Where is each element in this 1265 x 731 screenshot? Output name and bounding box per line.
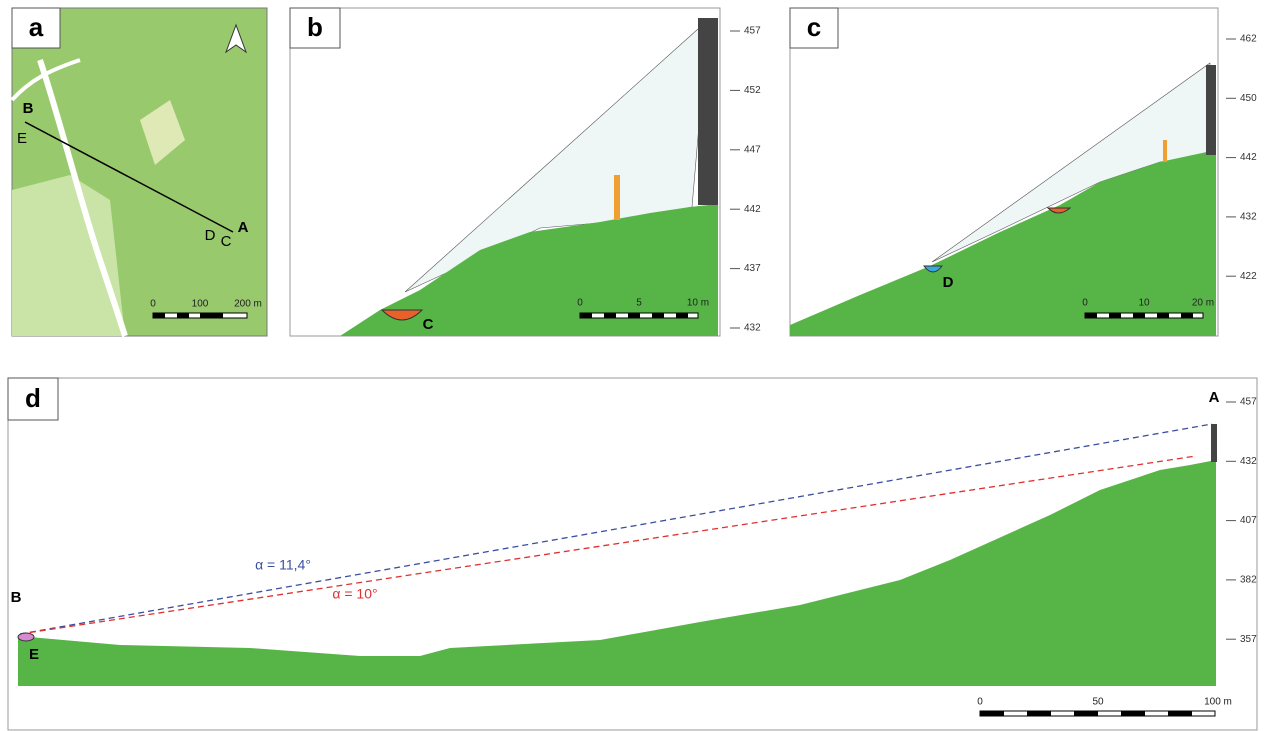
tower — [698, 18, 718, 205]
panel-label: d — [25, 383, 41, 413]
scale-label: 20 m — [1192, 298, 1214, 309]
wall — [1163, 140, 1167, 162]
elevation-ticks: 457 452 447 442 437 432 — [730, 26, 761, 334]
scale-label: 100 m — [1204, 697, 1232, 708]
panel-d: α = 11,4° α = 10° A B E 0 50 100 m 457 43… — [8, 378, 1257, 730]
panel-b: C 0 5 10 m 457 452 447 442 437 432 b — [290, 8, 761, 336]
point-label: A — [238, 219, 249, 236]
tick-label: 447 — [744, 144, 761, 155]
elevation-ticks: 462 450 442 432 422 — [1226, 34, 1257, 282]
point-label: A — [1209, 389, 1220, 406]
point-label: C — [423, 316, 434, 333]
scale-label: 0 — [577, 298, 583, 309]
point-label: C — [221, 233, 232, 250]
tick-label: 432 — [1240, 456, 1257, 467]
tick-label: 432 — [1240, 212, 1257, 223]
tick-label: 432 — [744, 323, 761, 334]
tick-label: 462 — [1240, 34, 1257, 45]
scale-label: 200 m — [234, 299, 262, 310]
tower — [1211, 424, 1217, 462]
tick-label: 457 — [1240, 397, 1257, 408]
page: B E D C A 0 100 200 m a C 0 5 10 m 45745… — [0, 0, 1265, 731]
panel-label: b — [307, 12, 323, 42]
panel-c: D 0 10 20 m 462 450 442 432 422 c — [790, 8, 1257, 336]
tick-label: 452 — [744, 85, 761, 96]
tick-label: 442 — [744, 204, 761, 215]
panel-label: a — [29, 12, 44, 42]
scale-label: 0 — [1082, 298, 1088, 309]
point-label: D — [205, 227, 216, 244]
point-label: E — [29, 646, 39, 663]
panel-a: B E D C A 0 100 200 m a — [12, 8, 267, 336]
scale-label: 0 — [977, 697, 983, 708]
wall — [614, 175, 620, 220]
tick-label: 407 — [1240, 515, 1257, 526]
panel-label: c — [807, 12, 821, 42]
tick-label: 422 — [1240, 271, 1257, 282]
scale-label: 0 — [150, 299, 156, 310]
tick-label: 442 — [1240, 152, 1257, 163]
angle-label: α = 11,4° — [255, 557, 311, 573]
point-label: B — [23, 100, 34, 117]
tick-label: 382 — [1240, 575, 1257, 586]
tower — [1206, 65, 1216, 155]
scale-label: 10 m — [687, 298, 709, 309]
figure: B E D C A 0 100 200 m a C 0 5 10 m 45745… — [0, 0, 1265, 731]
point-label: E — [17, 130, 27, 147]
tick-label: 357 — [1240, 634, 1257, 645]
angle-label: α = 10° — [332, 586, 377, 602]
tick-label: 437 — [744, 263, 761, 274]
tick-label: 457 — [744, 26, 761, 37]
field — [12, 175, 125, 336]
scale-label: 50 — [1092, 697, 1104, 708]
scale-label: 5 — [636, 298, 642, 309]
tick-label: 450 — [1240, 93, 1257, 104]
scale-label: 100 — [192, 299, 209, 310]
point-label: D — [943, 274, 954, 291]
scale-label: 10 — [1138, 298, 1150, 309]
point-label: B — [11, 589, 22, 606]
observer-spot — [18, 633, 34, 641]
